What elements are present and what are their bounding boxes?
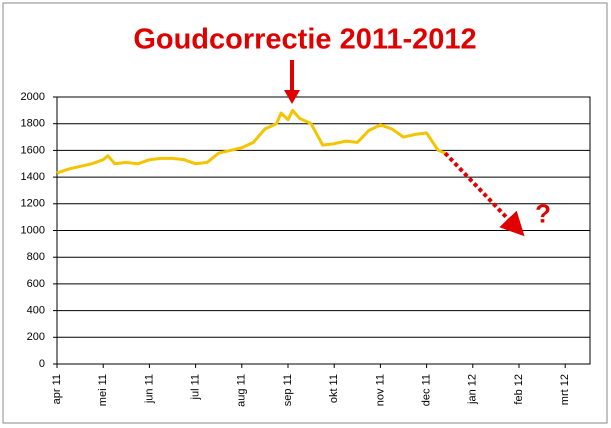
x-tick-label: nov 11 <box>374 374 386 406</box>
chart-title: Goudcorrectie 2011-2012 <box>133 24 476 56</box>
x-tick-label: apr 11 <box>51 374 63 404</box>
y-tick-label: 0 <box>39 358 45 370</box>
y-tick-label: 1400 <box>21 171 45 183</box>
plot: 0 200 400 600 800 1000 1200 1400 1600 1800 2000 apr… <box>21 91 591 407</box>
y-tick-label: 200 <box>27 331 45 343</box>
x-tick-label: mei 11 <box>97 374 109 406</box>
x-tick-label: jul 11 <box>190 374 202 400</box>
x-tick-label: aug 11 <box>236 374 248 407</box>
x-tick-label: jan 12 <box>467 374 479 405</box>
projection-line <box>443 151 525 237</box>
y-tick-label: 1600 <box>21 144 45 156</box>
x-tick-label: okt 11 <box>328 374 340 403</box>
y-tick-label: 1200 <box>21 198 45 210</box>
y-tick-label: 800 <box>27 251 45 263</box>
y-tick-label: 1000 <box>21 224 45 236</box>
y-tick-label: 400 <box>27 305 45 317</box>
price-line <box>56 108 446 175</box>
x-tick-label: jun 11 <box>143 374 155 404</box>
x-tick-label: feb 12 <box>513 374 525 405</box>
y-tick-label: 600 <box>27 278 45 290</box>
x-tick-label: mrt 12 <box>559 374 571 405</box>
y-tick-label: 1800 <box>21 118 45 130</box>
y-tick-label: 2000 <box>21 91 45 103</box>
x-tick-label: sep 11 <box>282 374 294 406</box>
annotation: ? <box>535 199 551 229</box>
x-tick-label: dec 11 <box>421 374 433 406</box>
peak-arrowhead <box>284 90 300 104</box>
